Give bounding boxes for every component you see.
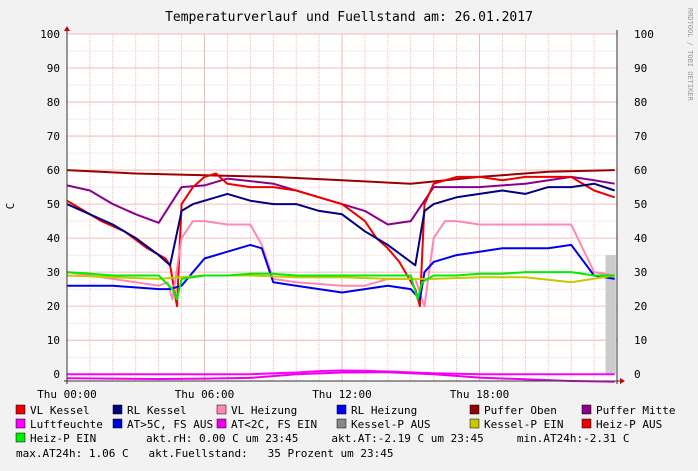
x-tick-label: Thu 00:00 <box>37 388 97 401</box>
y-tick-label-right: 30 <box>634 266 647 279</box>
y-tick-label-right: 20 <box>634 300 647 313</box>
legend-swatch-heiz-p-aus <box>581 418 592 429</box>
legend-swatch-puffer-mitte <box>581 404 592 415</box>
series-line-puffer-oben <box>66 169 615 185</box>
x-tick-label: Thu 18:00 <box>450 388 510 401</box>
y-tick-label-right: 50 <box>634 198 647 211</box>
series-line-rl-kessel <box>66 182 616 267</box>
y-axis-label: C <box>4 203 17 210</box>
legend-swatch-luftfeuchte <box>15 418 26 429</box>
series-line-kessel-p-ein <box>66 274 615 284</box>
legend-swatch-heiz-p-ein <box>15 432 26 443</box>
legend-label-luftfeuchte: Luftfeuchte <box>30 418 103 431</box>
y-tick-label-left: 90 <box>47 62 60 75</box>
y-tick-label-right: 0 <box>634 368 641 381</box>
series-line-heiz-p-ein <box>66 271 615 301</box>
y-tick-label-left: 80 <box>47 96 60 109</box>
legend-label-vl-kessel: VL Kessel <box>30 404 90 417</box>
legend-swatch-vl-kessel <box>15 404 26 415</box>
legend-swatch-kessel-p-aus <box>336 418 347 429</box>
legend-label-kessel-p-aus: Kessel-P AUS <box>351 418 430 431</box>
y-tick-label-left: 70 <box>47 130 60 143</box>
legend-label-kessel-p-ein: Kessel-P EIN <box>484 418 563 431</box>
legend-swatch-kessel-p-ein <box>469 418 480 429</box>
y-tick-label-left: 100 <box>40 28 60 41</box>
y-tick-label-right: 10 <box>634 334 647 347</box>
legend-label-heiz-p-ein: Heiz-P EIN <box>30 432 96 445</box>
y-tick-label-right: 40 <box>634 232 647 245</box>
legend-swatch-at-5c-fs-aus <box>112 418 123 429</box>
tick-labels: 0 0 10 10 20 20 30 30 40 40 50 50 60 60 70 70 80 80 90 90 10… <box>37 28 654 401</box>
legend-swatch-rl-heizung <box>336 404 347 415</box>
chart-title: Temperaturverlauf und Fuellstand am: 26.… <box>165 10 533 25</box>
legend-stats-line-1: akt.rH: 0.00 C um 23:45 akt.AT:-2.19 C u… <box>146 432 629 445</box>
y-tick-label-right: 100 <box>634 28 654 41</box>
series-lines <box>66 169 616 383</box>
y-tick-label-right: 70 <box>634 130 647 143</box>
legend-swatch-at-2c-fs-ein <box>216 418 227 429</box>
legend-swatch-rl-kessel <box>112 404 123 415</box>
legend-label-heiz-p-aus: Heiz-P AUS <box>596 418 662 431</box>
y-tick-label-left: 40 <box>47 232 60 245</box>
bar-layer <box>605 255 616 375</box>
legend-label-vl-heizung: VL Heizung <box>231 404 297 417</box>
x-tick-label: Thu 12:00 <box>312 388 372 401</box>
legend-label-rl-heizung: RL Heizung <box>351 404 417 417</box>
y-tick-label-left: 60 <box>47 164 60 177</box>
legend-swatch-vl-heizung <box>216 404 227 415</box>
axes <box>64 26 625 384</box>
y-tick-label-left: 30 <box>47 266 60 279</box>
legend-stats-line-2: max.AT24h: 1.06 C akt.Fuellstand: 35 Pro… <box>16 447 394 460</box>
legend-label-rl-kessel: RL Kessel <box>127 404 187 417</box>
x-axis-arrow <box>620 378 625 384</box>
y-tick-label-right: 80 <box>634 96 647 109</box>
y-tick-label-left: 50 <box>47 198 60 211</box>
legend-label-at-2c-fs-ein: AT<2C, FS EIN <box>231 418 317 431</box>
y-tick-label-left: 20 <box>47 300 60 313</box>
watermark: RRDTOOL / TOBI OETIKER <box>686 8 694 102</box>
y-tick-label-right: 60 <box>634 164 647 177</box>
y-tick-label-left: 0 <box>53 368 60 381</box>
series-line-luftfeuchte <box>67 369 615 376</box>
legend-label-puffer-oben: Puffer Oben <box>484 404 557 417</box>
y-tick-label-right: 90 <box>634 62 647 75</box>
series-line-at-2c-fs-ein <box>66 371 615 383</box>
legend: VL Kessel RL Kessel VL Heizung RL Heizung Pu… <box>15 404 675 431</box>
series-line-vl-kessel <box>66 172 616 308</box>
legend-label-at-5c-fs-aus: AT>5C, FS AUS <box>127 418 213 431</box>
y-tick-label-left: 10 <box>47 334 60 347</box>
x-tick-label: Thu 06:00 <box>175 388 235 401</box>
y-axis-arrow <box>64 26 70 31</box>
legend-label-puffer-mitte: Puffer Mitte <box>596 404 675 417</box>
legend-swatch-puffer-oben <box>469 404 480 415</box>
fuellstand-bar <box>605 255 616 375</box>
